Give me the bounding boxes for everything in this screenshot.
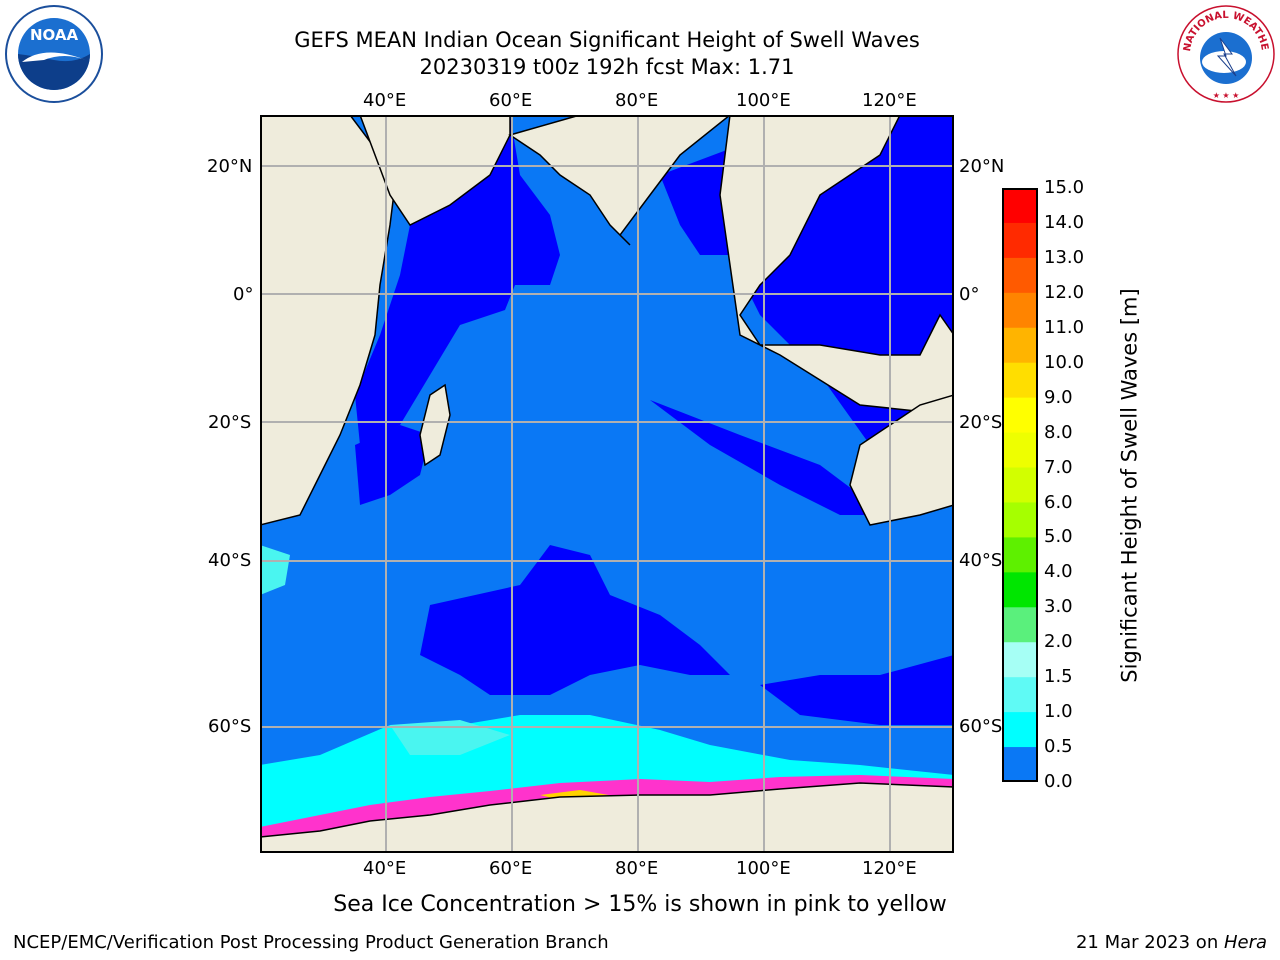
- lat-label-left-40s: 40°S: [208, 550, 252, 571]
- colorbar-tick-label: 12.0: [1044, 281, 1085, 303]
- colorbar-tick-label: 10.0: [1044, 351, 1085, 373]
- footer-machine: Hera: [1223, 932, 1267, 953]
- colorbar-swatch: [1002, 677, 1038, 713]
- colorbar-tick-label: 7.0: [1044, 456, 1073, 478]
- colorbar-tick-label: 9.0: [1044, 386, 1073, 408]
- footer-date-text: 21 Mar 2023 on: [1075, 932, 1224, 953]
- colorbar-frame: [1002, 188, 1038, 782]
- map-title-line2: 20230319 t00z 192h fcst Max: 1.71: [419, 55, 795, 79]
- footer-branch: NCEP/EMC/Verification Post Processing Pr…: [13, 932, 609, 953]
- map-frame: [260, 115, 954, 853]
- lat-label-left-60s: 60°S: [208, 716, 252, 737]
- lon-label-top-120e: 120°E: [862, 90, 917, 111]
- deep-blue-southern-blob: [420, 545, 730, 695]
- colorbar-swatch: [1002, 642, 1038, 678]
- colorbar-tick-label: 0.5: [1044, 736, 1073, 758]
- svg-text:★ ★ ★: ★ ★ ★: [1213, 91, 1240, 100]
- colorbar-swatch: [1002, 432, 1038, 469]
- colorbar-swatch: [1002, 572, 1038, 608]
- colorbar-swatch: [1002, 327, 1038, 364]
- footer-date: 21 Mar 2023 on Hera: [1076, 933, 1267, 953]
- colorbar-tick-label: 14.0: [1044, 211, 1085, 233]
- land-southeast-asia: [719, 115, 954, 416]
- lat-label-right-0: 0°: [959, 284, 980, 305]
- colorbar-title: Significant Height of Swell Waves [m]: [1117, 288, 1142, 683]
- lat-label-right-40s: 40°S: [959, 550, 1003, 571]
- deep-blue-south-east: [760, 655, 954, 725]
- colorbar-tick-label: 1.0: [1044, 701, 1073, 723]
- colorbar-swatch: [1002, 607, 1038, 643]
- colorbar-tick-label: 8.0: [1044, 421, 1073, 443]
- colorbar-tick-label: 3.0: [1044, 596, 1073, 618]
- lat-label-right-20s: 20°S: [959, 412, 1003, 433]
- swell-height-map: [260, 115, 954, 853]
- lon-label-bottom-40e: 40°E: [363, 858, 407, 879]
- colorbar: [1002, 188, 1038, 782]
- colorbar-swatch: [1002, 188, 1038, 224]
- noaa-logo: NOAA: [5, 5, 103, 103]
- lon-label-bottom-80e: 80°E: [615, 858, 659, 879]
- lat-label-left-20n: 20°N: [207, 156, 253, 177]
- deep-blue-mozambique: [355, 425, 430, 505]
- colorbar-swatch: [1002, 712, 1038, 748]
- land-australia: [849, 394, 954, 526]
- colorbar-swatch: [1002, 362, 1038, 399]
- nws-logo: NATIONAL WEATHER SERVICE ★ ★ ★: [1176, 4, 1275, 103]
- colorbar-tick-labels: 15.0 14.0 13.0 12.0 11.0 10.0 9.0 8.0 7.0 6.0 5.0 4…: [1044, 178, 1104, 792]
- lon-label-top-80e: 80°E: [615, 90, 659, 111]
- lon-label-bottom-60e: 60°E: [489, 858, 533, 879]
- colorbar-tick-label: 1.5: [1044, 666, 1073, 688]
- lat-label-left-0: 0°: [233, 284, 254, 305]
- colorbar-swatch: [1002, 502, 1038, 539]
- colorbar-tick-label: 0.0: [1044, 771, 1073, 792]
- light-cyan-west: [260, 545, 290, 595]
- colorbar-swatch: [1002, 397, 1038, 434]
- colorbar-swatch: [1002, 537, 1038, 573]
- colorbar-tick-label: 13.0: [1044, 246, 1085, 268]
- colorbar-swatch: [1002, 222, 1038, 259]
- lon-label-bottom-120e: 120°E: [862, 858, 917, 879]
- light-cyan-patch: [390, 720, 510, 755]
- land-arabia: [359, 115, 511, 226]
- graticule: [260, 115, 954, 853]
- lon-label-bottom-100e: 100°E: [736, 858, 791, 879]
- lat-label-right-20n: 20°N: [959, 156, 1005, 177]
- colorbar-swatch: [1002, 257, 1038, 294]
- noaa-logo-text: NOAA: [30, 26, 79, 44]
- colorbar-tick-label: 4.0: [1044, 561, 1073, 583]
- colorbar-swatch: [1002, 292, 1038, 329]
- lon-label-top-60e: 60°E: [489, 90, 533, 111]
- lon-label-top-100e: 100°E: [736, 90, 791, 111]
- colorbar-tick-label: 11.0: [1044, 316, 1085, 338]
- colorbar-tick-label: 5.0: [1044, 526, 1073, 548]
- colorbar-swatches: [1002, 188, 1038, 782]
- lon-label-top-40e: 40°E: [363, 90, 407, 111]
- land-antarctica: [260, 782, 954, 853]
- map-title-line1: GEFS MEAN Indian Ocean Significant Heigh…: [294, 28, 920, 52]
- colorbar-tick-label: 2.0: [1044, 631, 1073, 653]
- sea-ice-caption: Sea Ice Concentration > 15% is shown in …: [333, 892, 947, 917]
- lat-label-left-20s: 20°S: [208, 412, 252, 433]
- lat-label-right-60s: 60°S: [959, 716, 1003, 737]
- colorbar-swatch: [1002, 747, 1038, 782]
- land-madagascar: [419, 383, 451, 467]
- colorbar-tick-label: 15.0: [1044, 177, 1085, 198]
- land-india: [508, 115, 732, 246]
- colorbar-swatch: [1002, 467, 1038, 504]
- colorbar-tick-label: 6.0: [1044, 491, 1073, 513]
